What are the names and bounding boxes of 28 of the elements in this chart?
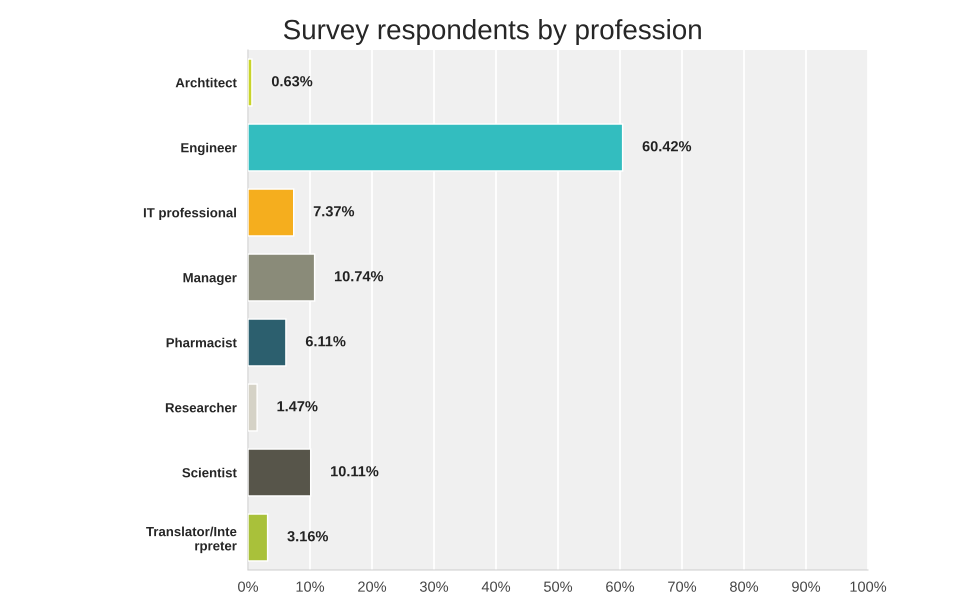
data-label: 3.16% [287, 531, 328, 542]
data-label: 7.37% [314, 206, 354, 216]
data-label: 10.11% [331, 466, 378, 476]
x-tick-label: 80% [730, 581, 758, 592]
data-label: 6.11% [306, 336, 346, 346]
x-tick-label: 20% [358, 581, 386, 592]
y-tick-label: Scientist [182, 468, 237, 478]
x-tick-label: 10% [296, 581, 324, 592]
y-tick-label: Manager [184, 273, 237, 286]
x-tick-label: 30% [420, 581, 448, 592]
x-tick-label: 60% [606, 581, 634, 592]
data-label: 1.47% [277, 401, 318, 412]
chart-title: Survey respondents by profession [284, 19, 701, 45]
data-label: 0.63% [272, 76, 312, 86]
x-tick-label: 100% [850, 581, 886, 592]
x-tick-label: 50% [544, 581, 572, 592]
y-tick-label: Engineer [181, 142, 237, 156]
x-tick-label: 70% [668, 581, 696, 592]
x-tick-label: 90% [792, 581, 820, 592]
y-tick-label: Researcher [166, 402, 237, 412]
y-tick-label: Translator/Inte rpreter [146, 526, 237, 554]
data-label: 60.42% [642, 141, 692, 152]
y-tick-label: Pharmacist [166, 338, 237, 348]
data-label: 10.74% [334, 271, 384, 282]
x-tick-label: 40% [482, 581, 510, 592]
x-tick-label: 0% [238, 581, 258, 592]
y-tick-label: IT professional [144, 208, 236, 220]
y-tick-label: Archtitect [176, 78, 237, 88]
